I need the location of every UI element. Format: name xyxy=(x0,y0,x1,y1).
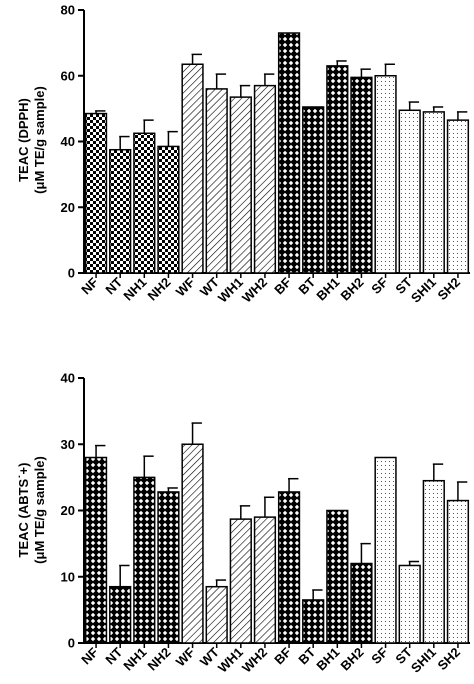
bar-nh2 xyxy=(157,145,180,274)
bar-bf xyxy=(277,491,301,644)
x-tick-label: WF xyxy=(173,274,198,299)
bar-wt xyxy=(205,585,228,644)
y-tick-label: 20 xyxy=(61,200,75,215)
bar-shi1 xyxy=(422,479,445,644)
y-axis-label-line2: (μM TE/g sample) xyxy=(32,456,47,564)
bar-nf xyxy=(84,112,108,274)
bar-sh2 xyxy=(446,499,470,644)
y-tick-label: 20 xyxy=(61,503,75,518)
bar-wf xyxy=(181,63,204,274)
bar-bh1 xyxy=(326,509,349,644)
bar-wt xyxy=(205,88,228,274)
y-axis-label-line2: (μM TE/g sample) xyxy=(32,86,47,194)
x-tick-label: NH1 xyxy=(120,275,149,304)
y-tick-label: 60 xyxy=(61,68,75,83)
bar-bt xyxy=(302,599,325,644)
bar-bf xyxy=(277,32,301,274)
y-tick-label: 30 xyxy=(61,437,75,452)
x-tick-label: WF xyxy=(173,644,198,669)
x-tick-label: WH2 xyxy=(239,645,270,676)
bar-wh1 xyxy=(229,96,252,274)
bar-st xyxy=(398,109,421,274)
y-tick-label: 0 xyxy=(68,266,75,281)
bar-sh2 xyxy=(446,119,470,274)
y-tick-label: 0 xyxy=(68,636,75,651)
x-tick-label: NH2 xyxy=(145,275,174,304)
x-tick-label: SH2 xyxy=(435,275,463,303)
bar-shi1 xyxy=(422,111,445,274)
bar-nh2 xyxy=(157,491,180,644)
x-tick-label: NF xyxy=(78,644,101,667)
bar-nh1 xyxy=(133,132,156,274)
x-tick-label: BH1 xyxy=(313,645,342,674)
y-tick-label: 80 xyxy=(61,3,75,18)
bar-bh1 xyxy=(326,65,349,274)
bar-nt xyxy=(109,585,132,644)
bar-sf xyxy=(374,75,397,274)
x-tick-label: BF xyxy=(271,644,294,667)
x-tick-label: BH2 xyxy=(338,275,367,304)
x-tick-label: BF xyxy=(271,274,294,297)
y-tick-label: 40 xyxy=(61,134,75,149)
x-tick-label: BH2 xyxy=(338,645,367,674)
bar-bt xyxy=(302,106,325,274)
bar-nh1 xyxy=(133,476,156,644)
y-axis-label-line1: TEAC (ABTS˙+) xyxy=(16,463,31,558)
bar-wh2 xyxy=(253,516,277,644)
x-tick-label: SHI1 xyxy=(408,645,439,676)
y-axis-label-line1: TEAC (DPPH) xyxy=(16,98,31,182)
x-tick-label: NH1 xyxy=(120,645,149,674)
bar-bh2 xyxy=(350,76,373,274)
bar-wf xyxy=(181,443,204,644)
bar-bh2 xyxy=(350,562,373,644)
x-tick-label: WH2 xyxy=(239,275,270,306)
bar-sf xyxy=(374,456,397,644)
bar-nt xyxy=(109,148,132,274)
bar-st xyxy=(398,564,421,644)
x-tick-label: SF xyxy=(368,644,390,666)
x-tick-label: WH1 xyxy=(215,645,246,676)
x-tick-label: SH2 xyxy=(435,645,463,673)
x-tick-label: SHI1 xyxy=(408,275,439,306)
x-tick-label: WH1 xyxy=(215,275,246,306)
x-tick-label: BH1 xyxy=(313,275,342,304)
x-tick-label: NH2 xyxy=(145,645,174,674)
y-tick-label: 10 xyxy=(61,569,75,584)
bar-wh1 xyxy=(229,518,252,644)
chart-dpph: TEAC (DPPH) (μM TE/g sample) 0 20 40 60 80 NF… xyxy=(16,3,470,306)
bar-wh2 xyxy=(253,84,277,274)
chart-abts: TEAC (ABTS˙+) (μM TE/g sample) 0 10 20 30 40… xyxy=(16,371,470,676)
x-tick-label: NF xyxy=(78,274,101,297)
x-tick-label: SF xyxy=(368,274,390,296)
bar-nf xyxy=(84,456,108,644)
y-tick-label: 40 xyxy=(61,371,75,386)
